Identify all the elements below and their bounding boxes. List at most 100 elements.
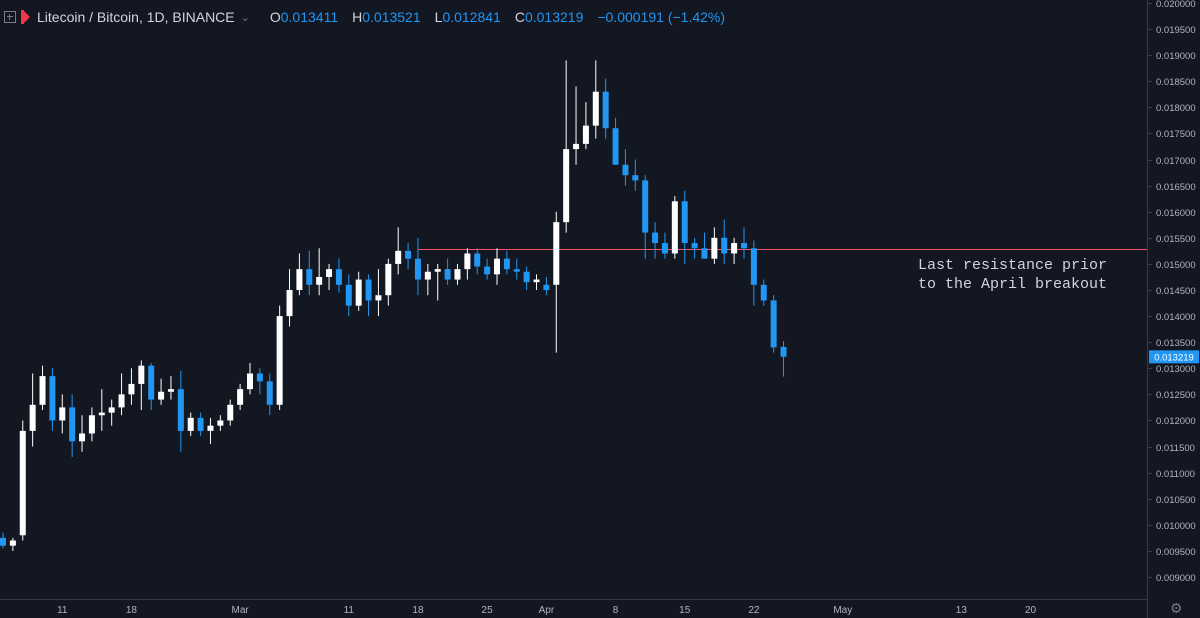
- price-tick-label: 0.019000: [1156, 51, 1196, 62]
- candle-body: [474, 253, 481, 267]
- high-item: H0.013521: [352, 9, 421, 25]
- ohlc-values: O0.013411 H0.013521 L0.012841 C0.013219 …: [270, 9, 725, 25]
- candle-body: [741, 243, 747, 249]
- candle-body: [375, 295, 382, 301]
- candle: [128, 368, 135, 405]
- candle: [444, 258, 451, 285]
- candle: [523, 266, 530, 290]
- symbol-status-icon: ⌄: [240, 11, 250, 24]
- candle: [671, 196, 678, 259]
- candle: [59, 394, 66, 434]
- low-value: 0.012841: [442, 9, 501, 25]
- price-tick-label: 0.020000: [1156, 0, 1196, 10]
- candle-body: [770, 300, 777, 348]
- resistance-annotation[interactable]: Last resistance prior to the April breako…: [918, 256, 1107, 294]
- candle: [681, 190, 688, 264]
- candle: [108, 399, 115, 426]
- candle: [197, 412, 204, 437]
- candle-body: [286, 290, 293, 317]
- candle: [365, 274, 372, 317]
- low-label: L: [434, 9, 443, 25]
- candle: [454, 263, 461, 285]
- candle-body: [553, 222, 560, 285]
- candle: [533, 274, 540, 290]
- candle: [79, 415, 86, 452]
- candle-body: [711, 237, 718, 259]
- candle: [701, 232, 708, 259]
- candle: [98, 389, 105, 431]
- candle: [0, 532, 6, 549]
- low-item: L0.012841: [435, 9, 501, 25]
- price-tick-label: 0.017000: [1156, 156, 1196, 167]
- candle: [217, 415, 224, 431]
- candle: [592, 60, 599, 139]
- price-tick-label: 0.015500: [1156, 234, 1196, 245]
- candle-body: [543, 284, 550, 290]
- time-tick-label: 8: [613, 605, 619, 616]
- open-item: O0.013411: [270, 9, 338, 25]
- candle-body: [592, 91, 599, 126]
- candle-body: [59, 407, 66, 421]
- time-axis[interactable]: 11 18 Mar 11 18 25 Apr 8 15 22 May 13 20: [57, 605, 1036, 616]
- candle: [345, 274, 352, 317]
- candle-body: [760, 284, 767, 301]
- candle: [138, 360, 145, 411]
- candle-body: [29, 404, 36, 431]
- candle-body: [454, 269, 461, 280]
- candle-body: [533, 279, 540, 283]
- legend-bar: Litecoin / Bitcoin, 1D, BINANCE ⌄ O0.013…: [0, 0, 725, 34]
- price-tick-label: 0.016000: [1156, 208, 1196, 219]
- time-tick-label: 18: [412, 605, 424, 616]
- candle: [296, 253, 303, 296]
- open-label: O: [269, 9, 281, 25]
- gear-icon[interactable]: ⚙: [1170, 600, 1183, 616]
- candle-body: [701, 248, 708, 259]
- time-tick-label: 11: [344, 605, 355, 616]
- candle: [237, 383, 244, 411]
- price-tick-label: 0.009500: [1156, 547, 1196, 558]
- candle-body: [424, 271, 431, 280]
- candle: [632, 159, 639, 191]
- symbol-title[interactable]: Litecoin / Bitcoin, 1D, BINANCE: [37, 9, 235, 25]
- candle-body: [296, 269, 303, 290]
- candle: [553, 211, 560, 353]
- candle-body: [691, 243, 698, 249]
- candle-body: [217, 420, 224, 426]
- candle-body: [513, 269, 520, 272]
- candle: [355, 271, 362, 311]
- time-tick-label: 11: [57, 605, 68, 616]
- candle-body: [306, 269, 313, 285]
- candle-body: [177, 389, 184, 431]
- candle-body: [681, 201, 688, 244]
- candle: [395, 227, 402, 275]
- close-label: C: [514, 9, 525, 25]
- candle-body: [276, 316, 283, 405]
- candle-body: [750, 248, 757, 285]
- candle: [642, 175, 649, 259]
- candle-body: [39, 376, 46, 405]
- candle-body: [316, 276, 323, 285]
- candle-body: [464, 253, 471, 270]
- price-tick-label: 0.012000: [1156, 416, 1196, 427]
- last-price-badge: [1149, 350, 1199, 364]
- time-tick-label: Mar: [232, 605, 250, 616]
- candle-body: [731, 243, 738, 254]
- candle: [612, 117, 619, 165]
- annotation-line-1: Last resistance prior: [918, 257, 1108, 274]
- time-tick-label: 13: [956, 605, 968, 616]
- candle-body: [237, 389, 244, 405]
- time-tick-label: May: [833, 605, 852, 616]
- candle-body: [484, 266, 491, 275]
- price-tick-label: 0.019500: [1156, 25, 1196, 36]
- candle-body: [148, 365, 155, 400]
- time-tick-label: 22: [748, 605, 760, 616]
- candle-body: [780, 346, 787, 357]
- price-axis[interactable]: 0.020000 0.019500 0.019000 0.018500 0.018000…: [1147, 0, 1196, 584]
- candle: [286, 269, 293, 327]
- candle: [414, 237, 421, 296]
- candle-body: [118, 394, 125, 408]
- candle: [543, 276, 550, 296]
- candle-body: [207, 425, 214, 431]
- expand-icon[interactable]: [4, 11, 16, 23]
